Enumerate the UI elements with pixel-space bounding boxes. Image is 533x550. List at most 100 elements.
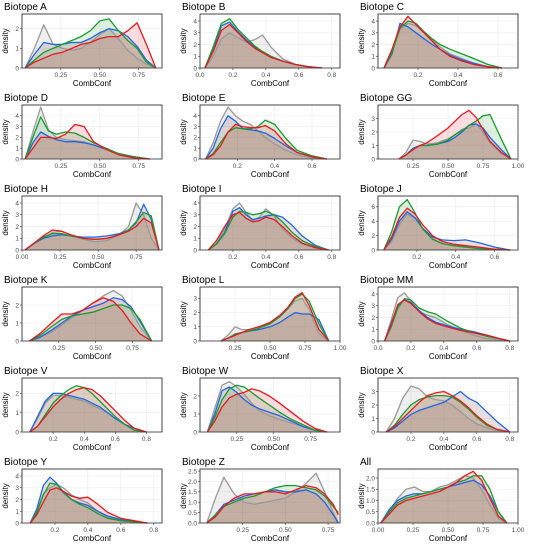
y-tick-label: 2	[193, 135, 197, 142]
x-tick-label: 0.4	[439, 436, 448, 443]
y-tick-label: 2.0	[188, 479, 197, 486]
x-tick-label: 0.4	[451, 254, 460, 261]
y-axis-label: density	[357, 301, 366, 326]
x-tick-label: 0.2	[228, 72, 237, 79]
density-fill	[208, 207, 329, 250]
density-line	[207, 210, 329, 251]
density-fill	[25, 116, 150, 159]
x-tick-label: 0.8	[505, 436, 514, 443]
panel-biotope-h: Biotope H 0.00 0.25 0.50 0.75 0 1 2 3 4 CombConf de…	[1, 184, 163, 270]
density-fill	[384, 21, 502, 68]
x-tick-label: 0.2	[233, 163, 242, 170]
panel-biotope-e: Biotope E 0.2 0.4 0.6 0 1 2 3 4 CombConf density	[179, 93, 341, 179]
x-tick-label: 0.6	[307, 163, 316, 170]
x-tick-label: 0.25	[236, 527, 249, 534]
x-tick-label: 0.2	[412, 254, 421, 261]
density-fill	[384, 299, 510, 341]
x-tick-label: 0.75	[132, 163, 145, 170]
density-line	[207, 207, 329, 251]
density-line	[206, 484, 339, 524]
x-tick-label: 0.8	[327, 72, 336, 79]
y-tick-label: 3	[15, 124, 19, 131]
plot-area	[377, 286, 519, 342]
panel-biotope-w: Biotope W 0.25 0.50 0.75 0 1 2 CombConf density	[179, 366, 341, 452]
density-line	[383, 198, 511, 251]
x-axis-label: CombConf	[429, 79, 468, 88]
panel-title: All	[360, 457, 371, 468]
x-tick-label: 0.2	[49, 436, 58, 443]
y-tick-label: 0	[193, 338, 197, 345]
panel-biotope-a: Biotope A 0.25 0.50 0.75 0 1 2 CombConf density	[1, 2, 163, 88]
y-tick-label: 2	[15, 497, 19, 504]
density-fill	[206, 485, 339, 523]
x-tick-label: 0.2	[406, 436, 415, 443]
y-tick-label: 1	[371, 416, 375, 423]
x-tick-label: 1.00	[512, 163, 525, 170]
y-tick-label: 2	[15, 26, 19, 33]
density-line	[385, 385, 510, 433]
density-fill	[383, 211, 511, 250]
x-tick-label: 0.2	[406, 345, 415, 352]
density-fill	[221, 294, 329, 341]
x-tick-label: 0.6	[116, 527, 125, 534]
density-line	[29, 487, 148, 524]
density-line	[384, 298, 510, 342]
density-line	[206, 472, 339, 524]
density-line	[29, 304, 153, 342]
panel-biotope-gg: Biotope GG 0.25 0.50 0.75 1.00 0 1 2 3 CombConf de…	[357, 93, 525, 179]
y-tick-label: 3	[371, 303, 375, 310]
density-fill	[384, 292, 510, 341]
density-fill	[29, 393, 147, 432]
plot-border	[377, 13, 519, 69]
density-fill	[30, 483, 148, 523]
y-tick-label: 3	[371, 116, 375, 123]
x-tick-label: 0.25	[229, 345, 242, 352]
y-tick-label: 2	[193, 393, 197, 400]
density-line	[383, 299, 510, 342]
x-axis-label: CombConf	[429, 261, 468, 270]
y-tick-label: 0	[15, 338, 19, 345]
y-axis-label: density	[179, 119, 188, 144]
plot-border	[21, 377, 163, 433]
y-tick-label: 0	[371, 156, 375, 163]
y-tick-label: 0	[15, 65, 19, 72]
x-tick-label: 0.75	[130, 254, 143, 261]
y-tick-label: 2	[193, 42, 197, 49]
density-fill	[29, 290, 152, 341]
x-tick-label: 0.25	[53, 345, 66, 352]
panel-title: Biotope L	[182, 275, 225, 286]
y-axis-label: density	[1, 392, 10, 417]
x-tick-label: 0.2	[228, 254, 237, 261]
y-tick-label: 1	[371, 143, 375, 150]
y-tick-label: 1.5	[188, 489, 197, 496]
x-axis-label: CombConf	[429, 534, 468, 543]
y-axis-label: density	[179, 28, 188, 53]
y-tick-label: 0	[371, 247, 375, 254]
y-axis-label: density	[1, 210, 10, 235]
density-fill	[384, 299, 510, 341]
y-tick-label: 2	[15, 391, 19, 398]
x-tick-label: 0.6	[493, 72, 502, 79]
density-fill	[25, 24, 156, 68]
x-axis-label: CombConf	[251, 534, 290, 543]
x-tick-label: 0.75	[477, 163, 490, 170]
y-axis-label: density	[1, 28, 10, 53]
y-tick-label: 1	[15, 410, 19, 417]
y-tick-label: 1.0	[188, 500, 197, 507]
panel-title: Biotope E	[182, 93, 226, 104]
panel-biotope-k: Biotope K 0.25 0.50 0.75 0 1 2 CombConf density	[1, 275, 163, 361]
y-tick-label: 2	[371, 233, 375, 240]
panel-biotope-j: Biotope J 0.2 0.4 0.6 0 2 4 6 CombConf density	[357, 184, 519, 270]
y-tick-label: 1	[15, 509, 19, 516]
density-line	[380, 470, 508, 524]
x-tick-label: 0.2	[413, 72, 422, 79]
density-line	[207, 211, 329, 251]
y-tick-label: 1	[371, 327, 375, 334]
y-tick-label: 0.0	[366, 520, 375, 527]
density-fill	[25, 124, 150, 159]
x-tick-label: 0.6	[294, 72, 303, 79]
y-tick-label: 3	[193, 124, 197, 131]
x-axis-label: CombConf	[251, 79, 290, 88]
density-fill	[25, 204, 159, 250]
y-axis-label: density	[357, 210, 366, 235]
